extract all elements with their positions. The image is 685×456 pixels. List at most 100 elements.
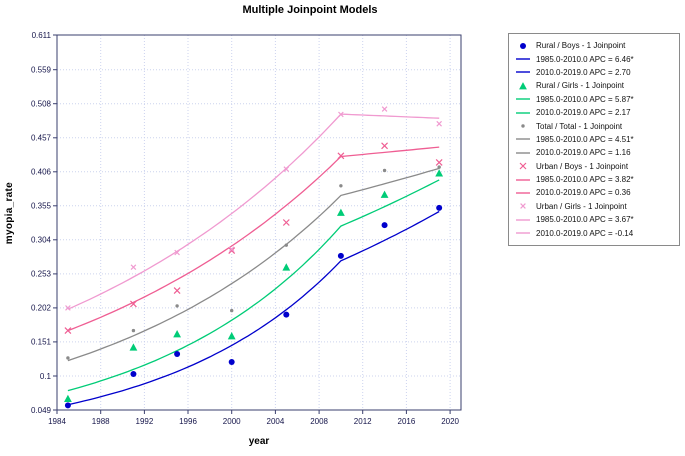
y-tick-label: 0.355 bbox=[31, 202, 52, 211]
legend-segment-label: 2010.0-2019.0 APC = 1.16 bbox=[536, 148, 631, 158]
legend-segment-label: 1985.0-2010.0 APC = 4.51* bbox=[536, 134, 634, 144]
fit-line-rural-boys-1-joinpoint bbox=[67, 210, 440, 406]
y-tick-label: 0.253 bbox=[31, 270, 52, 279]
x-tick-label: 1996 bbox=[179, 417, 197, 426]
legend-line-icon bbox=[516, 138, 530, 141]
data-point bbox=[175, 304, 179, 308]
legend-marker-icon bbox=[520, 203, 526, 210]
legend-segment: 1985.0-2010.0 APC = 6.46* bbox=[515, 52, 673, 65]
y-tick-label: 0.406 bbox=[31, 168, 52, 177]
fit-line-total-total-1-joinpoint bbox=[67, 167, 440, 362]
data-point bbox=[382, 168, 387, 173]
data-point bbox=[130, 264, 137, 271]
data-point bbox=[282, 263, 291, 271]
data-point bbox=[228, 247, 236, 254]
data-point bbox=[173, 287, 181, 294]
y-tick-label: 0.151 bbox=[31, 338, 52, 347]
legend-segment-label: 1985.0-2010.0 APC = 3.82* bbox=[536, 175, 634, 185]
data-point bbox=[436, 120, 442, 127]
y-tick-label: 0.611 bbox=[32, 31, 52, 40]
data-point bbox=[337, 152, 345, 160]
legend-segment: 2010.0-2019.0 APC = 1.16 bbox=[515, 146, 673, 159]
data-point bbox=[381, 142, 388, 150]
data-point bbox=[284, 243, 288, 247]
data-point bbox=[283, 166, 290, 172]
data-point bbox=[283, 311, 290, 318]
legend-segment: 2010.0-2019.0 APC = 0.36 bbox=[515, 186, 673, 199]
x-tick-label: 2004 bbox=[267, 417, 285, 426]
legend-line-icon bbox=[516, 219, 530, 221]
legend-segment: 1985.0-2010.0 APC = 5.87* bbox=[515, 93, 673, 106]
legend-series-name: Urban / Boys - 1 Joinpoint bbox=[536, 161, 629, 171]
y-tick-label: 0.049 bbox=[31, 406, 52, 415]
x-tick-label: 2000 bbox=[223, 417, 241, 426]
data-point bbox=[228, 246, 235, 253]
legend-marker-icon bbox=[519, 162, 527, 170]
data-point bbox=[282, 219, 290, 226]
legend-segment-label: 1985.0-2010.0 APC = 6.46* bbox=[536, 54, 634, 64]
data-point bbox=[435, 169, 444, 177]
plot-frame bbox=[56, 34, 462, 411]
legend-item-rural-girls-1-joinpoint: Rural / Girls - 1 Joinpoint bbox=[515, 79, 673, 92]
data-point bbox=[381, 106, 388, 112]
data-point bbox=[131, 328, 136, 333]
fit-line-rural-girls-1-joinpoint bbox=[67, 179, 440, 392]
legend-segment: 2010.0-2019.0 APC = 2.17 bbox=[515, 106, 673, 119]
legend-item-total-total-1-joinpoint: Total / Total - 1 Joinpoint bbox=[515, 119, 673, 132]
legend-line-icon bbox=[516, 98, 530, 100]
data-point bbox=[519, 162, 527, 170]
legend-marker-icon bbox=[520, 42, 526, 49]
data-point bbox=[380, 190, 389, 198]
y-axis-label: myopia_rate bbox=[4, 182, 15, 245]
legend-series-name: Urban / Girls - 1 Joinpoint bbox=[536, 201, 627, 211]
data-point bbox=[130, 300, 137, 308]
legend-item-rural-boys-1-joinpoint: Rural / Boys - 1 Joinpoint bbox=[515, 39, 673, 52]
legend-item-urban-boys-1-joinpoint: Urban / Boys - 1 Joinpoint bbox=[515, 160, 673, 173]
legend-line-icon bbox=[516, 178, 530, 181]
data-point bbox=[381, 222, 388, 229]
legend-segment: 2010.0-2019.0 APC = -0.14 bbox=[515, 226, 673, 239]
data-point bbox=[337, 252, 344, 259]
legend-segment: 1985.0-2010.0 APC = 3.82* bbox=[515, 173, 673, 186]
data-point bbox=[435, 159, 443, 166]
data-point bbox=[336, 208, 345, 216]
data-point bbox=[130, 370, 137, 377]
legend-segment-label: 2010.0-2019.0 APC = 2.17 bbox=[536, 108, 631, 118]
y-tick-label: 0.304 bbox=[31, 236, 52, 245]
data-point bbox=[64, 394, 72, 403]
legend-marker-icon bbox=[519, 81, 527, 90]
legend-series-name: Total / Total - 1 Joinpoint bbox=[536, 121, 623, 131]
x-tick-label: 2008 bbox=[310, 417, 328, 426]
plot-area: 1984 1988 1992 1996 2000 2004 2008 2012 2016 2020… bbox=[31, 31, 462, 426]
x-tick-label: 2020 bbox=[441, 417, 459, 426]
legend-line-icon bbox=[516, 58, 530, 60]
fit-line-urban-girls-1-joinpoint bbox=[67, 113, 440, 310]
data-point bbox=[227, 332, 236, 340]
legend-segment-label: 2010.0-2019.0 APC = 2.70 bbox=[536, 67, 631, 77]
data-point bbox=[520, 42, 526, 49]
y-tick-label: 0.508 bbox=[31, 100, 52, 109]
legend-marker-icon bbox=[521, 124, 525, 128]
fit-line-urban-boys-1-joinpoint bbox=[67, 146, 440, 332]
chart-title: Multiple Joinpoint Models bbox=[242, 4, 378, 16]
data-point bbox=[65, 305, 71, 311]
data-point bbox=[173, 330, 182, 338]
data-point bbox=[228, 358, 235, 365]
data-point bbox=[129, 343, 138, 351]
legend-segment-label: 1985.0-2010.0 APC = 5.87* bbox=[536, 94, 634, 104]
data-point bbox=[174, 249, 180, 256]
y-tick-label: 0.457 bbox=[31, 134, 52, 143]
x-tick-label: 1988 bbox=[92, 417, 110, 426]
legend-line-icon bbox=[516, 71, 530, 74]
data-point bbox=[521, 124, 525, 128]
legend-segment-label: 2010.0-2019.0 APC = -0.14 bbox=[536, 228, 634, 238]
x-tick-label: 1984 bbox=[48, 417, 66, 426]
x-tick-label: 1992 bbox=[136, 417, 154, 426]
data-point bbox=[338, 111, 344, 118]
legend-segment: 1985.0-2010.0 APC = 4.51* bbox=[515, 133, 673, 146]
legend-line-icon bbox=[516, 192, 530, 194]
legend-line-icon bbox=[516, 111, 530, 114]
legend: Rural / Boys - 1 Joinpoint 1985.0-2010.0 … bbox=[508, 33, 680, 246]
legend-line-icon bbox=[516, 232, 530, 234]
